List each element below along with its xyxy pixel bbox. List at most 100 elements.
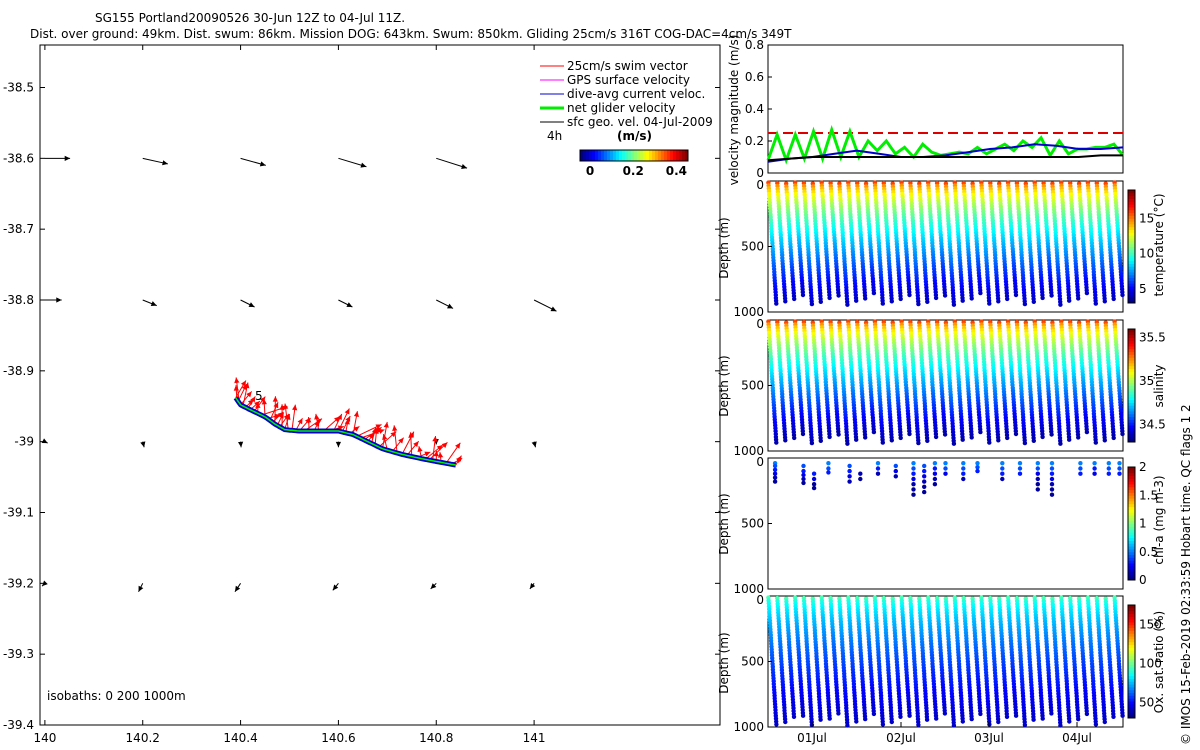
oxygen-sample bbox=[854, 719, 859, 724]
swim-vector-head bbox=[456, 455, 462, 462]
map-xtick-label: 140 bbox=[33, 731, 56, 745]
salinity-sample bbox=[1093, 440, 1099, 445]
salinity-cbar-label: salinity bbox=[1152, 364, 1166, 407]
chla-sample bbox=[1049, 487, 1055, 492]
colorbar-cell bbox=[592, 150, 596, 161]
chla-sample bbox=[911, 492, 916, 497]
chla-sample bbox=[1017, 466, 1023, 471]
temperature-cbar-cell bbox=[1128, 229, 1135, 233]
chla-sample bbox=[911, 471, 916, 476]
chla-sample bbox=[801, 463, 806, 469]
oxygen-sample bbox=[951, 723, 957, 728]
sfc-vector-head bbox=[332, 584, 339, 591]
colorbar-cell bbox=[670, 150, 674, 161]
colorbar-cell bbox=[610, 150, 614, 161]
colorbar-cell bbox=[664, 150, 668, 161]
sfc-vector-head bbox=[335, 441, 342, 448]
sfc-vector-head bbox=[531, 441, 537, 448]
temperature-cbar-cell bbox=[1128, 271, 1135, 276]
chla-sample bbox=[801, 476, 806, 482]
temperature-cbar-cell bbox=[1128, 277, 1135, 281]
temperature-sample bbox=[854, 298, 859, 303]
sfc-vector-head bbox=[162, 160, 168, 166]
colorbar-cell bbox=[667, 150, 671, 161]
temperature-sample bbox=[960, 298, 965, 303]
oxygen-sample bbox=[871, 711, 877, 717]
sfc-vector-head bbox=[64, 155, 71, 161]
chla-sample bbox=[1092, 461, 1097, 466]
salinity-ytick-label: 500 bbox=[741, 379, 764, 393]
salinity-sample bbox=[827, 434, 832, 440]
colorbar-frame bbox=[579, 149, 689, 162]
temperature-sample bbox=[1040, 295, 1045, 301]
oxygen-sample bbox=[898, 714, 903, 719]
temperature-sample bbox=[1120, 292, 1125, 298]
salinity-sample bbox=[996, 438, 1001, 443]
sfc-vector-head bbox=[150, 301, 157, 307]
salinity-sample bbox=[933, 434, 939, 440]
temperature-sample bbox=[783, 299, 788, 304]
map-ytick-label: -38.9 bbox=[3, 364, 34, 378]
temperature-sample bbox=[871, 290, 877, 296]
temperature-cbar-cell bbox=[1128, 221, 1135, 225]
chla-sample bbox=[911, 461, 916, 466]
chla-sample bbox=[1106, 466, 1112, 471]
chla-sample bbox=[961, 461, 966, 466]
chla-sample bbox=[772, 475, 778, 480]
track-map: 140 140.2 140.4 140.6 140.8 141-38.5-38.6-38.… bbox=[3, 44, 721, 745]
salinity-cbar-tick: 35 bbox=[1139, 374, 1154, 388]
chla-sample bbox=[911, 482, 916, 487]
sfc-vector-head bbox=[41, 438, 48, 444]
salinity-sample bbox=[800, 431, 806, 437]
swim-vector-head bbox=[353, 426, 360, 432]
temperature-cbar-cell bbox=[1128, 283, 1135, 287]
colorbar-cell bbox=[631, 150, 635, 161]
chla-sample bbox=[1078, 466, 1083, 471]
oxygen-sample bbox=[836, 711, 841, 716]
temperature-cbar-frame bbox=[1127, 189, 1136, 304]
legend-net: net glider velocity bbox=[567, 101, 675, 115]
temperature-cbar-cell bbox=[1128, 263, 1135, 267]
oxygen-sample bbox=[996, 719, 1001, 725]
oxygen-sample bbox=[969, 716, 974, 722]
legend: 25cm/s swim vector GPS surface velocity … bbox=[540, 59, 713, 178]
chla-sample bbox=[847, 479, 852, 484]
chla-sample bbox=[922, 468, 927, 474]
temperature-cbar-cell bbox=[1128, 294, 1135, 298]
chla-sample bbox=[975, 468, 980, 474]
temperature-cbar-cell bbox=[1128, 212, 1135, 216]
temperature-cbar-cell bbox=[1128, 238, 1135, 242]
temperature-cbar-cell bbox=[1128, 249, 1135, 253]
chla-sample bbox=[961, 471, 966, 476]
colorbar-cell bbox=[601, 150, 605, 161]
salinity-sample bbox=[1067, 437, 1072, 442]
oxygen-sample bbox=[978, 711, 983, 717]
map-ytick-label: -38.7 bbox=[3, 222, 34, 236]
map-ytick-label: -39.4 bbox=[3, 718, 34, 732]
chla-sample bbox=[943, 466, 948, 471]
map-ytick-label: -38.8 bbox=[3, 293, 34, 307]
salinity-depth-label: Depth (m) bbox=[717, 355, 731, 416]
colorbar-cell bbox=[589, 150, 593, 161]
salinity-sample bbox=[960, 437, 965, 442]
salinity-sample bbox=[880, 440, 885, 445]
temperature-cbar-cell bbox=[1128, 246, 1135, 250]
colorbar-cell bbox=[604, 150, 608, 161]
temperature-sample bbox=[863, 296, 868, 301]
temperature-sample bbox=[792, 296, 797, 302]
swim-vector-head bbox=[314, 413, 320, 420]
chla-sample bbox=[932, 476, 938, 482]
velocity-ylabel: velocity magnitude (m/s) bbox=[727, 35, 741, 186]
chla-sample bbox=[1092, 471, 1097, 476]
colorbar-cell bbox=[616, 150, 620, 161]
temperature-cbar-cell bbox=[1128, 190, 1135, 194]
temperature-cbar-cell bbox=[1128, 297, 1135, 301]
temperature-sample bbox=[942, 293, 948, 298]
net-track-line bbox=[235, 397, 456, 466]
chla-sample bbox=[772, 463, 778, 469]
colorbar-cell bbox=[646, 150, 650, 161]
chla-sample bbox=[772, 471, 778, 476]
map-ytick-label: -38.6 bbox=[3, 151, 34, 165]
chla-sample bbox=[1017, 471, 1023, 476]
chla-frame bbox=[767, 457, 1124, 590]
